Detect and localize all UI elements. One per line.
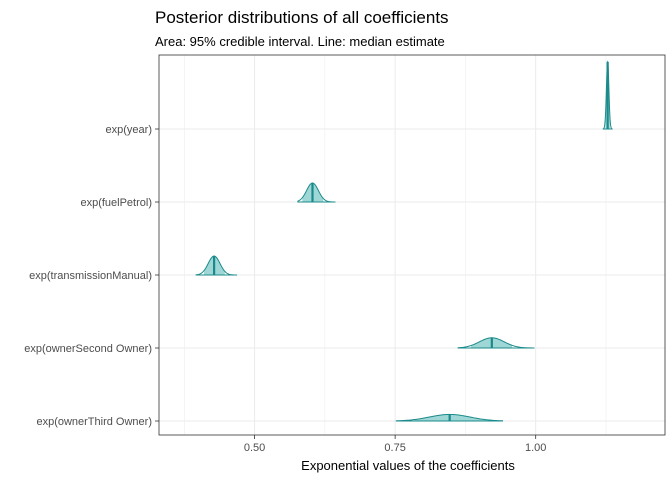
- y-tick-label: exp(ownerSecond Owner): [24, 343, 152, 355]
- x-axis-title: Exponential values of the coefficients: [301, 458, 515, 473]
- ridge-1: [297, 182, 336, 203]
- x-tick-label: 1.00: [525, 442, 546, 454]
- y-tick-label: exp(ownerThird Owner): [36, 416, 152, 428]
- plot-panel-border: [158, 54, 666, 436]
- ridge-3: [457, 337, 535, 349]
- ridge-0: [602, 60, 613, 130]
- y-tick-label: exp(year): [106, 124, 152, 136]
- ridge-2: [195, 255, 238, 276]
- ridge-4: [395, 413, 504, 422]
- ridge-outline: [395, 413, 504, 422]
- x-axis: 0.50 0.75 1.00: [244, 435, 546, 454]
- ridge-outline: [297, 182, 336, 203]
- x-tick-label: 0.50: [244, 442, 265, 454]
- chart-title: Posterior distributions of all coefficie…: [155, 8, 449, 27]
- y-tick-label: exp(fuelPetrol): [80, 197, 152, 209]
- y-tick-label: exp(transmissionManual): [29, 270, 152, 282]
- ridge-outline: [195, 255, 238, 276]
- ridges: [195, 60, 613, 422]
- y-axis: exp(year) exp(fuelPetrol) exp(transmission…: [24, 124, 159, 428]
- plot-background: [159, 55, 665, 435]
- x-tick-label: 0.75: [384, 442, 405, 454]
- grid-lines: [159, 55, 665, 435]
- chart-subtitle: Area: 95% credible interval. Line: media…: [155, 34, 445, 49]
- ridge-outline: [457, 337, 535, 349]
- ridge-outline: [602, 60, 613, 130]
